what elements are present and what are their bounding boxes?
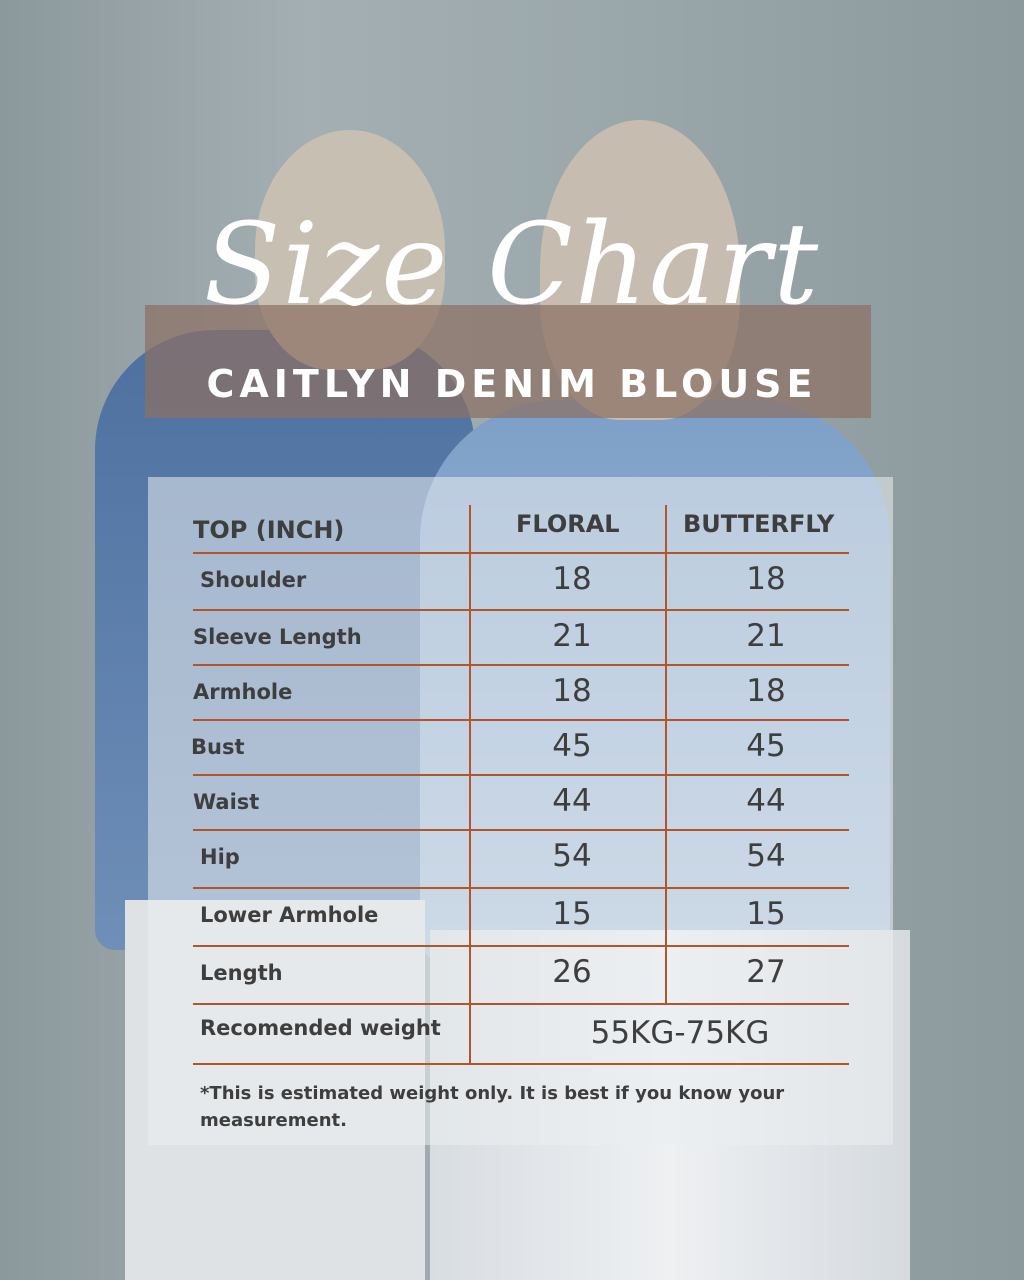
floral-value: 18 bbox=[552, 561, 592, 597]
header-label: TOP (INCH) bbox=[193, 516, 345, 544]
row-divider bbox=[193, 829, 849, 831]
floral-value: 18 bbox=[552, 673, 592, 709]
row-divider bbox=[193, 609, 849, 611]
column-divider-2 bbox=[665, 505, 667, 1003]
butterfly-value: 45 bbox=[746, 728, 786, 764]
floral-value: 26 bbox=[552, 954, 592, 990]
row-divider bbox=[193, 774, 849, 776]
floral-value: 45 bbox=[552, 728, 592, 764]
row-divider bbox=[193, 945, 849, 947]
weight-label: Recomended weight bbox=[200, 1016, 441, 1040]
butterfly-value: 21 bbox=[746, 618, 786, 654]
butterfly-value: 44 bbox=[746, 783, 786, 819]
row-label: Sleeve Length bbox=[193, 625, 362, 649]
butterfly-value: 18 bbox=[746, 561, 786, 597]
product-name: CAITLYN DENIM BLOUSE bbox=[206, 362, 818, 406]
row-divider bbox=[193, 887, 849, 889]
row-label: Bust bbox=[191, 735, 245, 759]
butterfly-value: 27 bbox=[746, 954, 786, 990]
floral-value: 15 bbox=[552, 896, 592, 932]
row-label: Length bbox=[200, 961, 283, 985]
title-band bbox=[145, 305, 871, 418]
header-butterfly: BUTTERFLY bbox=[683, 510, 835, 538]
column-divider-1 bbox=[469, 505, 471, 1063]
row-divider bbox=[193, 1063, 849, 1065]
size-table-panel bbox=[148, 477, 893, 1145]
row-divider bbox=[193, 664, 849, 666]
butterfly-value: 15 bbox=[746, 896, 786, 932]
header-floral: FLORAL bbox=[516, 510, 620, 538]
floral-value: 54 bbox=[552, 838, 592, 874]
floral-value: 44 bbox=[552, 783, 592, 819]
row-divider bbox=[193, 552, 849, 554]
row-divider bbox=[193, 719, 849, 721]
butterfly-value: 54 bbox=[746, 838, 786, 874]
weight-value: 55KG-75KG bbox=[590, 1015, 770, 1051]
footnote: *This is estimated weight only. It is be… bbox=[200, 1083, 785, 1131]
size-chart-title: Size Chart bbox=[203, 200, 821, 330]
row-label: Shoulder bbox=[200, 568, 307, 592]
row-label: Hip bbox=[200, 845, 240, 869]
row-label: Armhole bbox=[193, 680, 293, 704]
row-divider bbox=[193, 1003, 849, 1005]
floral-value: 21 bbox=[552, 618, 592, 654]
row-label: Waist bbox=[193, 790, 260, 814]
butterfly-value: 18 bbox=[746, 673, 786, 709]
row-label: Lower Armhole bbox=[200, 903, 379, 927]
